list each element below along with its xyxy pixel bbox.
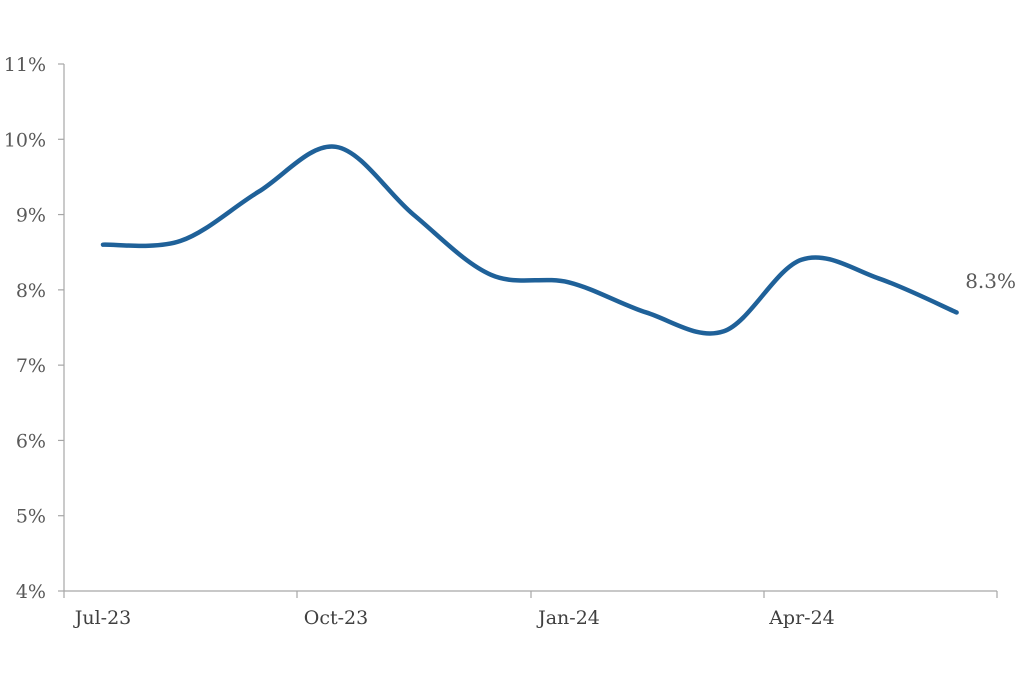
x-tick-label: Oct-23 [304,607,368,629]
series-line [100,144,959,336]
y-tick-label: 6% [16,430,46,452]
y-tick-label: 8% [16,280,46,302]
x-tick-label: Apr-24 [768,607,835,629]
series-group [100,144,959,336]
end-value-label: 8.3% [965,269,1016,293]
x-tick-label: Jan-24 [536,607,600,629]
y-tick-label: 10% [4,129,46,151]
y-axis-ticks: 11% 10% 9% 8% 7% 6% 5% 4% [4,54,64,603]
y-tick-label: 7% [16,355,46,377]
y-tick-label: 9% [16,205,46,227]
x-axis-ticks: Jul-23 Oct-23 Jan-24 Apr-24 [63,591,998,629]
x-tick-label: Jul-23 [73,607,132,629]
y-tick-label: 5% [16,506,46,528]
y-tick-label: 4% [16,581,46,603]
y-tick-label: 11% [4,54,46,76]
